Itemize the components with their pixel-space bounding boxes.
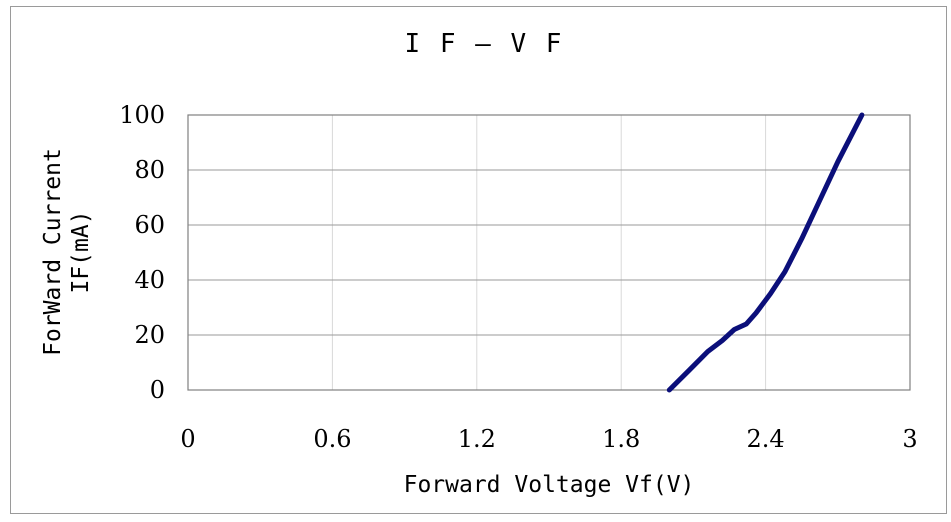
plot-area-border <box>187 114 911 391</box>
x-tick-label: 0 <box>180 425 195 453</box>
y-tick-label: 0 <box>150 376 165 404</box>
y-tick-label: 40 <box>134 266 165 294</box>
x-axis-label: Forward Voltage Vf(V) <box>404 472 695 498</box>
x-tick-label: 2.4 <box>747 425 785 453</box>
y-axis-label-line1: ForWard Current <box>40 148 66 356</box>
grid-lines <box>188 115 910 390</box>
x-tick-label: 3 <box>902 425 917 453</box>
x-tick-label: 1.8 <box>602 425 640 453</box>
series-line <box>666 112 865 393</box>
x-tick-label: 1.2 <box>458 425 496 453</box>
y-tick-label: 60 <box>134 211 165 239</box>
y-tick-label: 80 <box>134 156 165 184</box>
y-tick-label: 100 <box>119 101 165 129</box>
y-axis-label-line2: IF(mA) <box>68 210 94 293</box>
y-tick-label: 20 <box>134 321 165 349</box>
y-tick-labels: 0 20 40 60 80 100 <box>119 101 165 404</box>
x-tick-labels: 0 0.6 1.2 1.8 2.4 3 <box>180 425 917 453</box>
chart-title: I F — V F <box>405 29 564 59</box>
x-tick-label: 0.6 <box>313 425 351 453</box>
